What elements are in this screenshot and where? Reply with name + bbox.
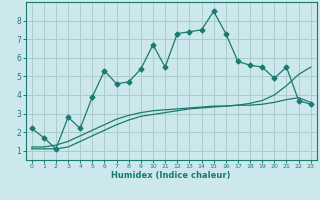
X-axis label: Humidex (Indice chaleur): Humidex (Indice chaleur) bbox=[111, 171, 231, 180]
